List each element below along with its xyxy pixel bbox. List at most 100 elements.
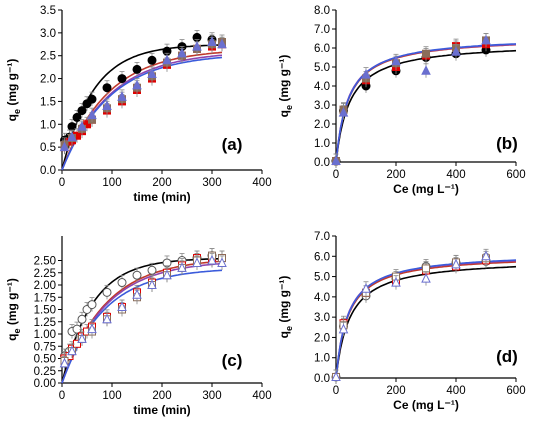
data-point-triangle bbox=[132, 289, 142, 299]
x-tick-label: 0 bbox=[333, 385, 339, 397]
data-point-triangle bbox=[481, 34, 491, 45]
y-axis-label-sub: e bbox=[284, 326, 294, 331]
y-tick-label: 1.50 bbox=[34, 305, 56, 317]
data-point-triangle bbox=[162, 269, 172, 280]
y-tick-label: 1.0 bbox=[40, 119, 56, 131]
data-point-triangle bbox=[217, 38, 227, 49]
chart-panel: 0.0 1.0 2.0 3.0 4.0 5.0 6.0 7.0 8.0 0 200 400 600 Ce … bbox=[277, 5, 526, 196]
data-point-triangle bbox=[132, 79, 142, 90]
data-point-square bbox=[422, 264, 430, 273]
y-tick-label: 5.0 bbox=[314, 62, 330, 74]
y-axis-label-unit: (mg g⁻¹) bbox=[5, 59, 19, 109]
data-point-triangle bbox=[67, 131, 77, 142]
y-tick-label: 7.0 bbox=[314, 24, 330, 36]
y-axis-label: qe (mg g⁻¹) bbox=[277, 55, 294, 118]
data-point-circle bbox=[117, 278, 127, 288]
y-tick-label: 2.0 bbox=[40, 74, 56, 86]
y-tick-label: 0.25 bbox=[34, 366, 56, 378]
x-tick-label: 0 bbox=[333, 169, 339, 181]
y-tick-label: 2.0 bbox=[314, 332, 330, 344]
y-tick-label: 6.0 bbox=[314, 251, 330, 263]
y-axis-label-main: q bbox=[277, 110, 291, 117]
data-point-triangle bbox=[117, 301, 127, 312]
x-tick-label: 200 bbox=[152, 390, 171, 402]
x-tick-label: 300 bbox=[202, 390, 221, 402]
data-point-circle bbox=[147, 265, 157, 275]
x-tick-label: 600 bbox=[506, 169, 525, 181]
y-axis-label-main: q bbox=[277, 331, 291, 338]
y-tick-label: 3.0 bbox=[314, 100, 330, 112]
data-point-triangle bbox=[59, 357, 70, 368]
data-point-triangle bbox=[207, 36, 217, 46]
y-tick-label: 4.0 bbox=[314, 81, 330, 93]
y-tick-label: 1.00 bbox=[34, 329, 56, 341]
data-point-triangle bbox=[421, 65, 431, 75]
panel-label: (d) bbox=[496, 347, 518, 366]
y-tick-label: 8.0 bbox=[314, 5, 330, 17]
x-tick-label: 0 bbox=[59, 390, 65, 402]
y-tick-label: 4.0 bbox=[314, 292, 330, 304]
data-point-triangle bbox=[338, 106, 349, 117]
y-tick-label: 5.0 bbox=[314, 272, 330, 284]
y-tick-label: 0.5 bbox=[40, 142, 56, 154]
x-tick-label: 100 bbox=[102, 177, 121, 189]
y-axis-label-unit: (mg g⁻¹) bbox=[277, 276, 291, 326]
data-point-triangle bbox=[361, 283, 371, 293]
fit-curve-brown bbox=[61, 54, 223, 171]
x-tick-label: 200 bbox=[386, 385, 405, 397]
y-tick-label: 7.0 bbox=[314, 231, 330, 243]
y-tick-label: 3.0 bbox=[40, 28, 56, 40]
x-tick-label: 400 bbox=[252, 390, 271, 402]
y-tick-label: 2.50 bbox=[34, 256, 56, 268]
panel-label: (a) bbox=[222, 135, 243, 154]
data-point-triangle bbox=[177, 47, 187, 58]
y-tick-label: 2.25 bbox=[34, 268, 56, 280]
panel-label: (b) bbox=[496, 134, 518, 153]
x-tick-label: 600 bbox=[506, 385, 525, 397]
data-point-circle bbox=[132, 270, 142, 280]
data-point-triangle bbox=[338, 323, 349, 334]
data-point-triangle bbox=[217, 257, 227, 267]
data-point-triangle bbox=[481, 250, 491, 261]
x-axis-label: time (min) bbox=[133, 403, 190, 417]
y-axis-label: qe (mg g⁻¹) bbox=[277, 276, 294, 339]
y-tick-label: 2.0 bbox=[314, 119, 330, 131]
data-point-triangle bbox=[162, 54, 172, 65]
y-axis-label-unit: (mg g⁻¹) bbox=[5, 278, 19, 328]
data-point-triangle bbox=[177, 262, 187, 272]
data-point-triangle bbox=[59, 141, 70, 152]
y-axis-label-sub: e bbox=[284, 105, 294, 110]
x-tick-label: 300 bbox=[202, 177, 221, 189]
data-point-triangle bbox=[331, 371, 341, 381]
y-axis-label-main: q bbox=[5, 114, 19, 121]
panel-label: (c) bbox=[222, 351, 243, 370]
data-point-triangle bbox=[207, 254, 217, 265]
data-point-circle bbox=[102, 287, 112, 297]
y-tick-label: 1.25 bbox=[34, 317, 56, 329]
fit-curve-brown bbox=[61, 262, 223, 384]
y-axis-label-unit: (mg g⁻¹) bbox=[277, 55, 291, 105]
x-tick-label: 400 bbox=[446, 169, 465, 181]
y-tick-label: 6.0 bbox=[314, 43, 330, 55]
y-axis-label-main: q bbox=[5, 334, 19, 341]
data-point-triangle bbox=[102, 313, 112, 324]
y-axis-label-sub: e bbox=[12, 328, 22, 333]
data-point-triangle bbox=[102, 100, 112, 110]
data-point-circle bbox=[67, 122, 77, 132]
data-point-circle bbox=[132, 64, 142, 74]
data-point-triangle bbox=[391, 55, 401, 66]
x-tick-label: 400 bbox=[252, 177, 271, 189]
data-point-triangle bbox=[451, 258, 461, 269]
y-tick-label: 1.0 bbox=[314, 353, 330, 365]
y-axis-label: qe (mg g⁻¹) bbox=[5, 59, 22, 122]
data-point-triangle bbox=[451, 46, 461, 56]
data-point-circle bbox=[77, 314, 87, 324]
y-tick-label: 3.5 bbox=[40, 5, 56, 17]
y-tick-label: 0.50 bbox=[34, 354, 56, 366]
chart-panel: 0.0 0.5 1.0 1.5 2.0 2.5 3.0 3.5 0 100 200 300 400 tim… bbox=[5, 5, 272, 204]
x-tick-label: 200 bbox=[152, 177, 171, 189]
data-point-triangle bbox=[77, 120, 87, 131]
data-point-circle bbox=[102, 83, 112, 93]
y-tick-label: 0.75 bbox=[34, 341, 56, 353]
